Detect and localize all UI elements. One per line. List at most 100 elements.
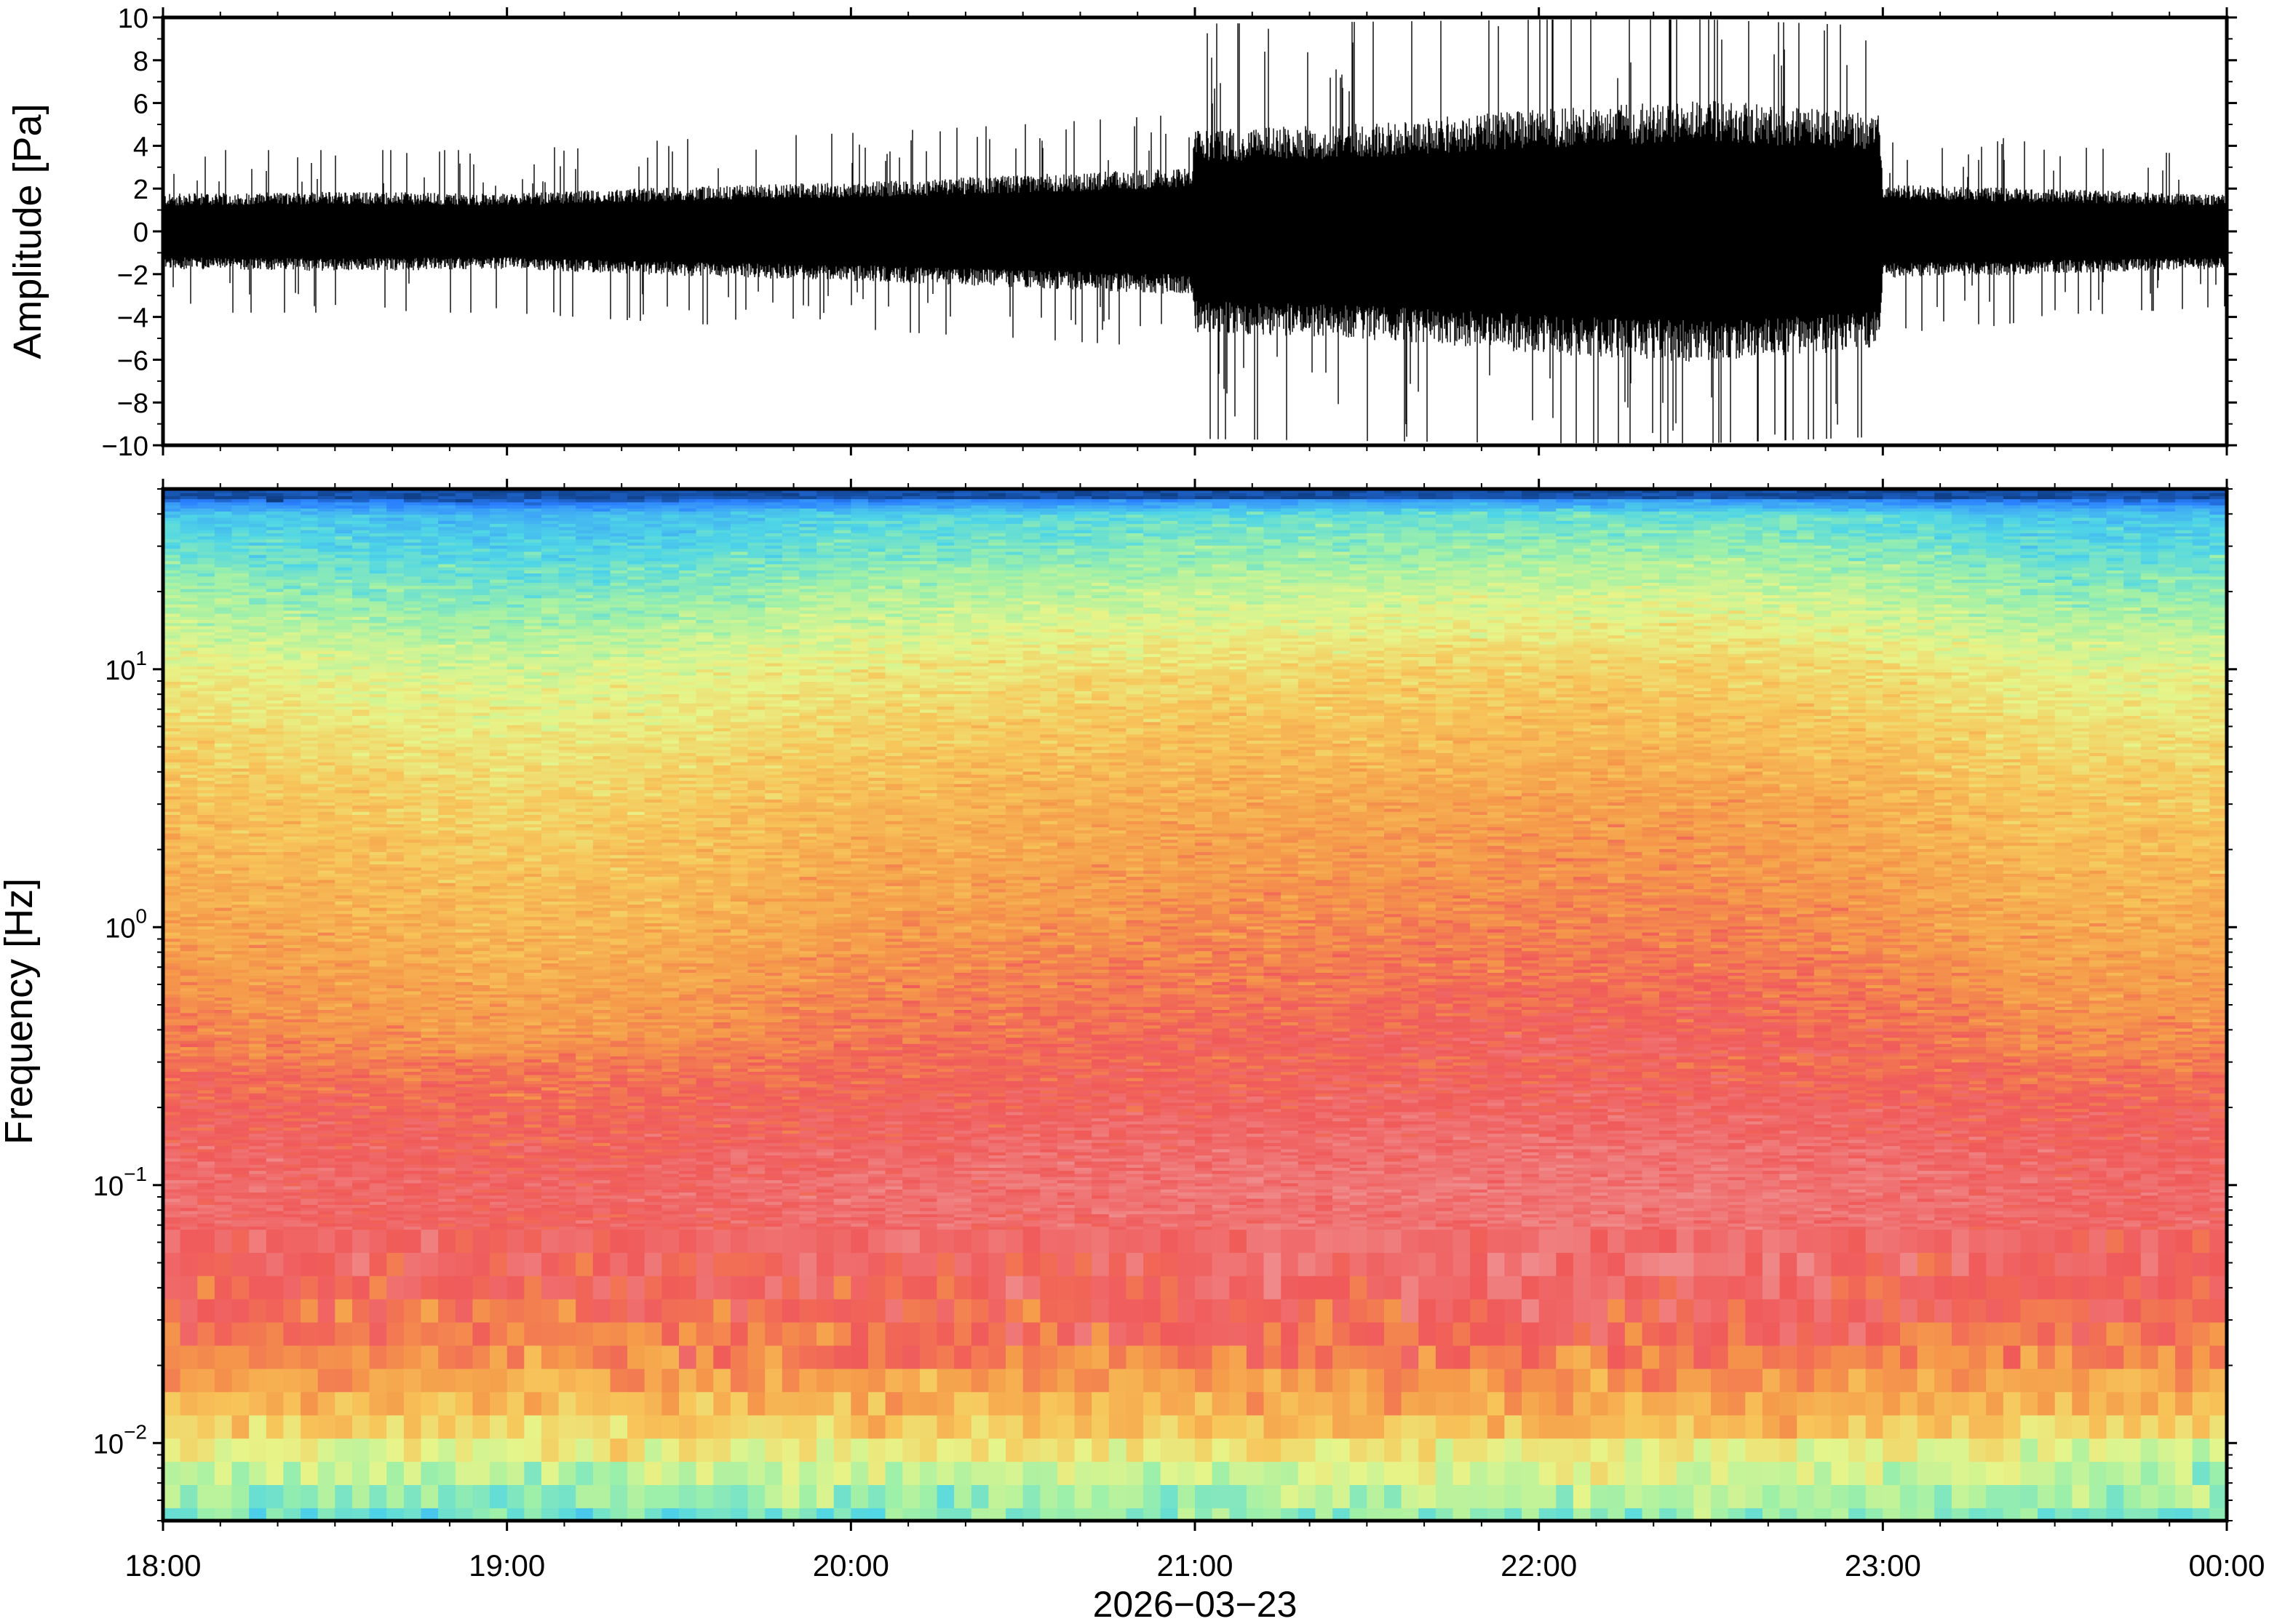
spectrogram-cell: [318, 904, 335, 908]
spectrogram-cell: [335, 1065, 352, 1069]
spectrogram-cell: [215, 1345, 232, 1369]
spectrogram-cell: [249, 1164, 266, 1168]
spectrogram-cell: [232, 660, 250, 664]
spectrogram-cell: [232, 1034, 250, 1038]
spectrogram-cell: [438, 947, 456, 951]
spectrogram-cell: [180, 963, 198, 967]
spectrogram-cell: [266, 966, 284, 970]
spectrogram-cell: [301, 1158, 318, 1162]
spectrogram-cell: [421, 700, 439, 704]
spectrogram-cell: [352, 1252, 370, 1276]
spectrogram-cell: [283, 1050, 301, 1054]
spectrogram-cell: [180, 706, 198, 710]
spectrogram-cell: [318, 1201, 335, 1205]
spectrogram-cell: [404, 604, 421, 608]
spectrogram-cell: [318, 545, 335, 549]
spectrogram-cell: [232, 1192, 250, 1195]
spectrogram-cell: [249, 907, 266, 911]
spectrogram-cell: [438, 1345, 456, 1369]
spectrogram-cell: [352, 669, 370, 672]
spectrogram-cell: [404, 530, 421, 533]
spectrogram-cell: [438, 650, 456, 654]
spectrogram-cell: [301, 495, 318, 499]
spectrogram-cell: [386, 1134, 404, 1137]
spectrogram-cell: [335, 1275, 352, 1299]
spectrogram-cell: [283, 818, 301, 821]
spectrogram-cell: [352, 685, 370, 688]
spectrogram-cell: [249, 1174, 266, 1177]
spectrogram-cell: [301, 926, 318, 930]
spectrogram-cell: [249, 1275, 266, 1299]
spectrogram-cell: [266, 1134, 284, 1137]
spectrogram-cell: [232, 994, 250, 998]
spectrogram-cell: [386, 1146, 404, 1150]
spectrogram-cell: [335, 1345, 352, 1369]
spectrogram-cell: [370, 1229, 387, 1253]
spectrogram-cell: [490, 1177, 507, 1180]
spectrogram-cell: [438, 1109, 456, 1112]
spectrogram-cell: [404, 793, 421, 797]
spectrogram-cell: [215, 552, 232, 555]
spectrogram-cell: [335, 957, 352, 960]
spectrogram-cell: [197, 1198, 215, 1202]
spectrogram-cell: [386, 557, 404, 561]
spectrogram-cell: [335, 1059, 352, 1062]
spectrogram-cell: [232, 1195, 250, 1199]
spectrogram-cell: [335, 1208, 352, 1211]
spectrogram-cell: [266, 1462, 284, 1486]
spectrogram-cell: [232, 1179, 250, 1183]
spectrogram-cell: [386, 895, 404, 899]
spectrogram-cell: [370, 1204, 387, 1208]
spectrogram-cell: [180, 756, 198, 760]
spectrogram-cell: [490, 1118, 507, 1121]
spectrogram-cell: [180, 1177, 198, 1180]
spectrogram-cell: [163, 1000, 180, 1004]
spectrogram-cell: [370, 1016, 387, 1019]
spectrogram-cell: [370, 1179, 387, 1183]
spectrogram-cell: [404, 669, 421, 672]
spectrogram-cell: [370, 648, 387, 651]
spectrogram-cell: [283, 1462, 301, 1486]
spectrogram-cell: [335, 1171, 352, 1174]
spectrogram-cell: [215, 594, 232, 598]
spectrogram-cell: [215, 549, 232, 552]
spectrogram-cell: [215, 1149, 232, 1153]
spectrogram-cell: [283, 613, 301, 617]
spectrogram-cell: [163, 1038, 180, 1041]
spectrogram-cell: [352, 672, 370, 676]
spectrogram-cell: [318, 514, 335, 518]
spectrogram-cell: [318, 1025, 335, 1029]
spectrogram-cell: [197, 1164, 215, 1168]
spectrogram-cell: [283, 802, 301, 805]
spectrogram-cell: [386, 1149, 404, 1153]
spectrogram-cell: [421, 1003, 439, 1007]
spectrogram-cell: [283, 827, 301, 830]
spectrogram-cell: [472, 653, 490, 657]
spectrogram-cell: [215, 864, 232, 867]
spectrogram-cell: [197, 1146, 215, 1150]
spectrogram-cell: [456, 824, 473, 827]
spectrogram-cell: [370, 1068, 387, 1072]
spectrogram-cell: [283, 567, 301, 570]
spectrogram-cell: [456, 1102, 473, 1106]
spectrogram-cell: [163, 1214, 180, 1217]
spectrogram-cell: [266, 1167, 284, 1171]
spectrogram-cell: [266, 1075, 284, 1078]
spectrogram-cell: [163, 1087, 180, 1091]
spectrogram-cell: [352, 1000, 370, 1004]
spectrogram-cell: [352, 821, 370, 824]
spectrogram-cell: [266, 827, 284, 830]
spectrogram-cell: [215, 1415, 232, 1439]
spectrogram-cell: [472, 877, 490, 880]
spectrogram-cell: [404, 514, 421, 518]
spectrogram-cell: [456, 499, 473, 503]
spectrogram-cell: [283, 1068, 301, 1072]
spectrogram-cell: [266, 759, 284, 763]
spectrogram-cell: [421, 542, 439, 546]
spectrogram-cell: [266, 1009, 284, 1013]
spectrogram-cell: [335, 830, 352, 834]
spectrogram-cell: [438, 653, 456, 657]
spectrogram-cell: [163, 632, 180, 635]
spectrogram-cell: [249, 1112, 266, 1115]
spectrogram-cell: [318, 1040, 335, 1044]
